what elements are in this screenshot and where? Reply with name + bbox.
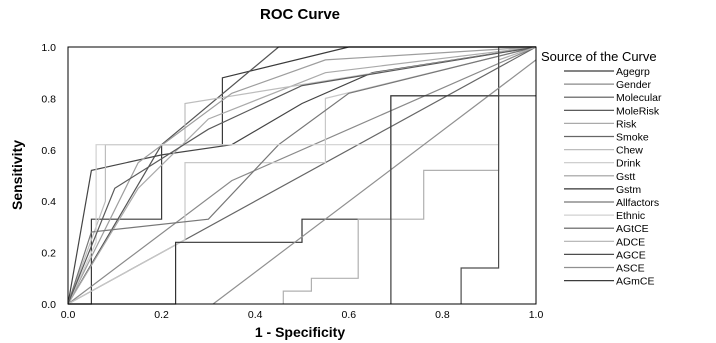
legend-label: AGmCE: [616, 276, 655, 288]
legend-label: Smoke: [616, 132, 649, 144]
legend-label: Chew: [616, 145, 643, 157]
legend-label: Ethnic: [616, 210, 645, 222]
legend: Source of the Curve AgegrpGenderMolecula…: [541, 49, 662, 288]
x-tick-label: 0.2: [154, 309, 169, 321]
legend-label: ADCE: [616, 236, 645, 248]
plot-frame: [67, 46, 537, 305]
y-tick-label: 0.8: [41, 93, 56, 105]
series-line-risk: [67, 46, 537, 305]
x-tick-label: 0.0: [61, 309, 76, 321]
series-line-gender: [67, 46, 537, 305]
x-tick-label: 1.0: [529, 309, 544, 321]
plot-lines: [67, 46, 537, 305]
y-axis-label: Sensitivity: [9, 140, 25, 210]
series-line-agmce: [390, 95, 536, 304]
series-line-gstt: [67, 46, 537, 305]
legend-label: ASCE: [616, 263, 645, 275]
series-line-allfactors: [67, 46, 537, 305]
x-tick-label: 0.8: [435, 309, 450, 321]
y-tick-labels: 0.0 0.2 0.4 0.6 0.8 1.0: [41, 42, 56, 311]
series-line-asce: [212, 59, 537, 305]
legend-title: Source of the Curve: [541, 49, 657, 64]
legend-label: Drink: [616, 158, 641, 170]
legend-label: Molecular: [616, 92, 662, 104]
legend-label: Risk: [616, 118, 637, 130]
x-tick-label: 0.6: [341, 309, 356, 321]
legend-label: Gstm: [616, 184, 641, 196]
x-tick-label: 0.4: [248, 309, 263, 321]
x-tick-labels: 0.0 0.2 0.4 0.6 0.8 1.0: [61, 309, 544, 321]
chart-title: ROC Curve: [260, 6, 340, 23]
x-axis-label: 1 - Specificity: [255, 324, 345, 340]
y-tick-label: 1.0: [41, 42, 56, 54]
legend-label: MoleRisk: [616, 105, 660, 117]
legend-label: AGtCE: [616, 223, 649, 235]
y-tick-label: 0.6: [41, 145, 56, 157]
series-line-agtce: [67, 46, 537, 305]
legend-label: Agegrp: [616, 66, 650, 78]
legend-label: Gstt: [616, 171, 635, 183]
legend-label: AGCE: [616, 249, 646, 261]
legend-label: Gender: [616, 79, 652, 91]
series-line-agce: [460, 46, 536, 304]
y-tick-label: 0.2: [41, 248, 56, 260]
y-tick-label: 0.0: [41, 299, 56, 311]
y-tick-label: 0.4: [41, 196, 56, 208]
legend-label: Allfactors: [616, 197, 659, 209]
